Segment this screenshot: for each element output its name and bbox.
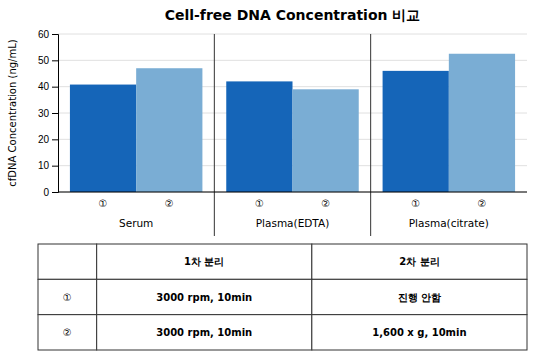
tick-label: 20 (38, 134, 50, 145)
bar (70, 85, 136, 192)
grid-line (58, 192, 527, 193)
plot: 0 10 20 30 40 50 60 ① ② Serum ① ② Plasma(EDTA) ① ② Plas… (38, 29, 527, 236)
tick: 60 (38, 29, 58, 40)
table-cell (312, 279, 527, 314)
grid-line (58, 34, 527, 35)
tick: 30 (38, 108, 58, 119)
tick-mark (52, 139, 58, 140)
bar (383, 71, 449, 192)
tick-mark (52, 87, 58, 88)
tick: 50 (38, 55, 58, 66)
series-label: ② (477, 198, 486, 209)
tick-mark (52, 166, 58, 167)
tick-mark (52, 34, 58, 35)
tick-mark (52, 192, 58, 193)
tick-label: 60 (38, 29, 50, 40)
tick-mark (52, 60, 58, 61)
table-text: 3000 rpm, 10min (156, 292, 252, 303)
y-axis: 0 10 20 30 40 50 60 (38, 29, 59, 198)
table-cell (38, 244, 97, 279)
chart: Cell-free DNA Concentration 비교 0 10 20 30 40 5… (0, 0, 539, 356)
table-text: ① (63, 292, 72, 303)
table-text: 1차 분리 (184, 256, 224, 267)
y-axis-title: cfDNA Concentration (ng/mL) (7, 39, 18, 186)
table-cell (312, 315, 527, 350)
category-label: Plasma(citrate) (409, 217, 489, 229)
bar (293, 89, 359, 192)
series-label: ② (165, 198, 174, 209)
table-text: 1,600 x g, 10min (372, 327, 466, 338)
table: 1차 분리 2차 분리 ① 3000 rpm, 10min 진행 안함 ② 3000 rpm… (38, 244, 527, 350)
table-text: ② (63, 327, 72, 338)
table-text: 3000 rpm, 10min (156, 327, 252, 338)
series-label: ① (255, 198, 264, 209)
title: Cell-free DNA Concentration 비교 (165, 7, 421, 23)
table-cell (97, 315, 312, 350)
series-label: ② (321, 198, 330, 209)
bar (449, 54, 515, 192)
bars (70, 54, 515, 192)
tick: 10 (38, 160, 58, 171)
bar (226, 81, 292, 192)
tick-label: 30 (38, 108, 50, 119)
series-label: ① (99, 198, 108, 209)
table-cell (312, 244, 527, 279)
tick: 20 (38, 134, 58, 145)
group-divider (370, 34, 371, 236)
table-cell (38, 279, 97, 314)
grid (58, 34, 527, 192)
tick-label: 50 (38, 55, 50, 66)
category-label: Serum (119, 217, 153, 229)
table-cell (97, 244, 312, 279)
table-text: 2차 분리 (399, 256, 439, 267)
group-divider (214, 34, 215, 236)
dividers (214, 34, 370, 236)
tick: 40 (38, 81, 58, 92)
tick: 0 (43, 187, 58, 198)
series-label: ① (411, 198, 420, 209)
tick-label: 0 (43, 187, 49, 198)
axis-line (52, 35, 59, 193)
category-label: Plasma(EDTA) (256, 217, 330, 229)
table-text: 진행 안함 (398, 292, 441, 303)
bar (136, 68, 202, 192)
table-cell (38, 315, 97, 350)
tick-mark (52, 113, 58, 114)
table-cell (97, 279, 312, 314)
tick-label: 40 (38, 81, 50, 92)
tick-label: 10 (38, 160, 50, 171)
x-labels: ① ② Serum ① ② Plasma(EDTA) ① ② Plasma(citrate) (99, 198, 489, 229)
x-axis-line (58, 192, 527, 193)
